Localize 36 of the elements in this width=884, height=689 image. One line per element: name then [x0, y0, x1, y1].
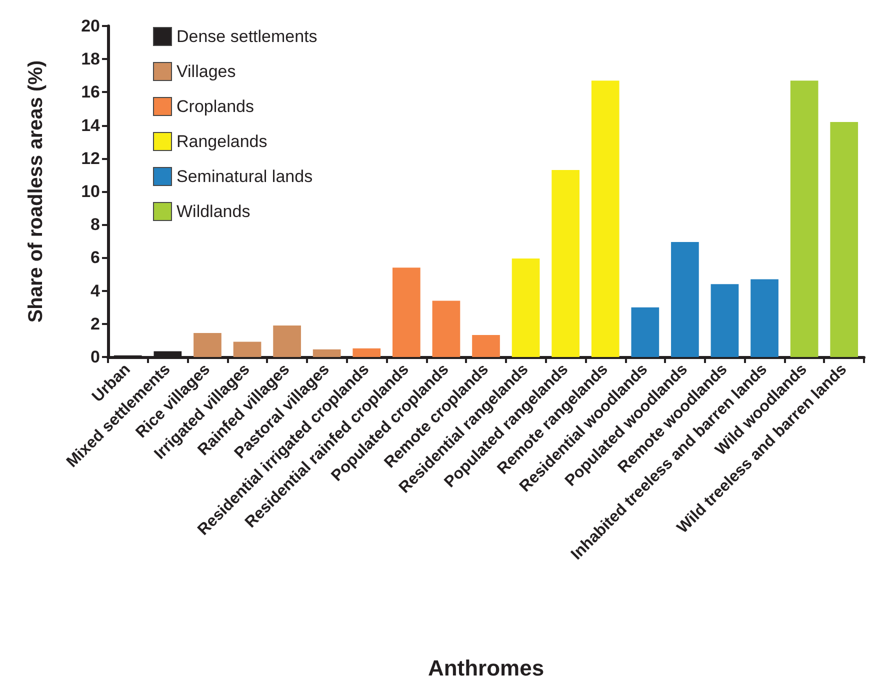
bar: [750, 279, 778, 357]
bar: [273, 326, 301, 357]
y-tick-label: 16: [81, 82, 100, 102]
bar: [710, 284, 739, 357]
bar: [552, 170, 580, 357]
legend-label: Seminatural lands: [176, 167, 313, 186]
bar: [194, 333, 222, 357]
y-tick-label: 0: [90, 348, 100, 366]
bar: [312, 349, 341, 357]
bar: [432, 300, 460, 357]
legend-label: Croplands: [176, 97, 254, 116]
y-tick-label: 18: [81, 50, 100, 69]
x-axis-title: Anthromes: [428, 656, 544, 680]
bar: [392, 268, 420, 357]
y-axis-title: Share of roadless areas (%): [25, 60, 47, 323]
legend-label: Dense settlements: [176, 27, 318, 46]
y-tick-label: 8: [90, 215, 100, 234]
legend-label: Villages: [176, 62, 236, 81]
bar: [233, 342, 262, 357]
y-tick-label: 6: [90, 248, 100, 268]
bar: [631, 307, 660, 357]
y-tick-label: 14: [81, 116, 101, 135]
bar: [591, 80, 620, 357]
bar: [790, 80, 818, 357]
legend-label: Wildlands: [176, 202, 250, 221]
bar: [512, 258, 540, 357]
bar: [352, 348, 381, 357]
y-tick-label: 12: [81, 148, 100, 168]
legend-label: Rangelands: [176, 132, 268, 151]
bar: [472, 334, 500, 357]
bar: [830, 122, 858, 357]
y-tick-label: 20: [81, 16, 100, 36]
y-tick-label: 4: [90, 281, 101, 300]
y-tick-label: 10: [81, 182, 100, 201]
bar: [671, 242, 699, 357]
y-tick-label: 2: [90, 314, 100, 334]
